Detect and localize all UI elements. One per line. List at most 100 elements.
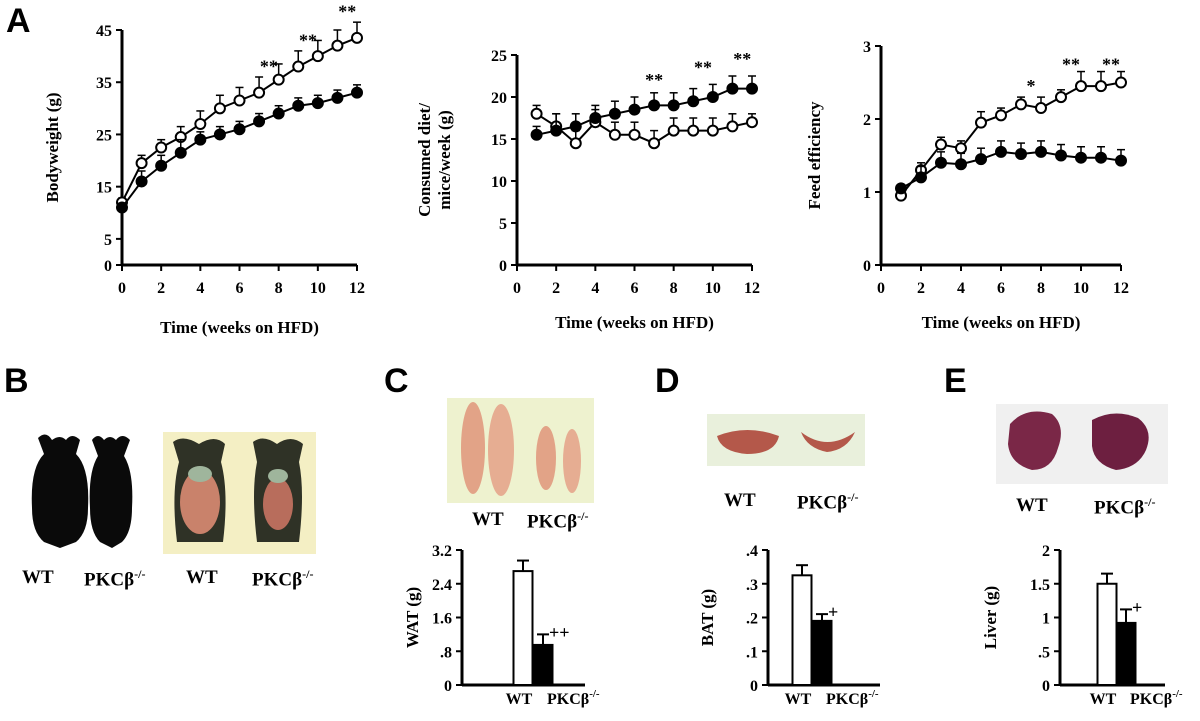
wat-ko-pad-2 <box>563 429 581 493</box>
bodyweight-xtick-label: 6 <box>236 280 244 297</box>
feed_efficiency-point-filled <box>955 158 967 171</box>
liver-y-axis-label: Liver (g) <box>981 586 1000 649</box>
consumed_diet-significance-mark: ** <box>694 58 712 78</box>
feed_efficiency-significance-mark: * <box>1027 76 1036 96</box>
bodyweight-point-open <box>311 50 324 63</box>
liver-category-label: PKCβ-/- <box>1130 688 1183 708</box>
feed_efficiency-series-open-line <box>900 81 1122 197</box>
consumed_diet-point-open <box>706 124 719 137</box>
feed_efficiency-series-filled-line <box>900 150 1122 190</box>
wat-ytick-label: 0 <box>444 678 452 695</box>
liver-ytick-label: 0 <box>1042 678 1050 695</box>
consumed_diet-significance-mark: ** <box>733 49 751 69</box>
bodyweight-point-filled <box>292 99 305 112</box>
bodyweight-series-open-line <box>121 36 358 203</box>
feed_efficiency-point-open <box>995 109 1007 122</box>
feed_efficiency-point-open <box>1075 80 1087 93</box>
consumed_diet-point-open <box>746 116 758 129</box>
consumed_diet-ytick-label: 5 <box>499 216 507 233</box>
feed_efficiency-ytick-label: 0 <box>863 258 871 275</box>
consumed_diet-ytick-label: 25 <box>491 48 507 65</box>
bodyweight-point-filled <box>135 175 148 188</box>
wat-bar-wt <box>512 570 534 686</box>
consumed_diet-series-filled-line <box>536 87 752 136</box>
liver-category-label: WT <box>1090 691 1117 708</box>
bat-ytick-label: .2 <box>746 611 758 628</box>
consumed_diet-point-open <box>608 128 621 141</box>
bat-significance-mark: + <box>828 602 838 622</box>
liver-photo <box>996 404 1168 484</box>
consumed_diet-xtick-label: 2 <box>552 280 560 297</box>
feed_efficiency-xtick-label: 6 <box>997 280 1005 297</box>
feed_efficiency-y-axis-label: Feed efficiency <box>805 101 824 210</box>
bodyweight-xtick-label: 0 <box>118 280 126 297</box>
caption-b-ko-1: PKCβ-/- <box>84 567 146 591</box>
panel-letter-d: D <box>655 362 680 400</box>
wat-significance-mark: ++ <box>549 622 570 642</box>
feed_efficiency-ytick-label: 2 <box>863 112 871 129</box>
feed_efficiency-point-open <box>955 142 967 155</box>
bodyweight-significance-mark: ** <box>260 57 278 77</box>
bat-tissues <box>717 430 855 454</box>
feed_efficiency-point-filled <box>1115 154 1127 167</box>
caption-b-wt-2: WT <box>186 567 218 588</box>
bat-ytick-label: .3 <box>746 577 758 594</box>
mouse-photo-skin <box>0 428 150 553</box>
wat-ytick-label: 2.4 <box>432 577 452 594</box>
bodyweight-point-filled <box>351 86 363 99</box>
caption-c-ko: PKCβ-/- <box>527 509 589 533</box>
ko-fat-pad <box>263 478 293 530</box>
panel-letter-a: A <box>6 2 31 40</box>
bat-bar-ko <box>811 619 833 686</box>
feed_efficiency-xtick-label: 12 <box>1113 280 1129 297</box>
bodyweight-ytick-label: 25 <box>96 127 112 144</box>
consumed_diet-xtick-label: 8 <box>670 280 678 297</box>
bodyweight-xtick-label: 2 <box>157 280 165 297</box>
bodyweight-ytick-label: 0 <box>104 258 112 275</box>
bat-ytick-label: 0 <box>750 678 758 695</box>
consumed_diet-point-filled <box>667 99 680 112</box>
liver-ytick-label: 2 <box>1042 543 1050 560</box>
feed_efficiency-x-axis-label: Time (weeks on HFD) <box>922 313 1081 332</box>
bat-category-label: WT <box>785 691 812 708</box>
wat-ko-pad-1 <box>536 426 556 490</box>
liver-significance-mark: + <box>1132 597 1142 617</box>
wat-ytick-label: .8 <box>440 644 452 661</box>
mouse-ko-silhouette <box>89 436 133 548</box>
bodyweight-y-axis-label: Bodyweight (g) <box>43 92 62 202</box>
consumed_diet-point-filled <box>530 128 543 141</box>
mouse-photo-dissected <box>163 432 316 554</box>
wat-category-label: WT <box>506 691 533 708</box>
bodyweight-xtick-label: 10 <box>310 280 326 297</box>
dissected-mice <box>163 432 316 554</box>
bodyweight-point-filled <box>213 128 226 141</box>
feed_efficiency-ytick-label: 1 <box>863 185 871 202</box>
feed_efficiency-significance-mark: ** <box>1062 54 1080 74</box>
consumed_diet-point-open <box>687 124 700 137</box>
bodyweight-point-filled <box>155 159 168 172</box>
caption-c-wt: WT <box>472 509 504 530</box>
bodyweight-point-open <box>155 141 168 154</box>
feed_efficiency-xtick-label: 0 <box>877 280 885 297</box>
consumed_diet-point-filled <box>726 82 739 95</box>
consumed_diet-point-filled <box>628 103 641 116</box>
bodyweight-point-open <box>351 31 363 44</box>
consumed_diet-point-open <box>667 124 680 137</box>
feed_efficiency-point-open <box>1095 80 1107 93</box>
consumed_diet-point-open <box>726 120 739 133</box>
bodyweight-ytick-label: 5 <box>104 232 112 249</box>
feed_efficiency-point-filled <box>895 182 907 195</box>
wat-y-axis-label: WAT (g) <box>403 587 422 648</box>
bodyweight-ytick-label: 15 <box>96 180 112 197</box>
consumed_diet-xtick-label: 4 <box>591 280 599 297</box>
feed_efficiency-significance-mark: ** <box>1102 54 1120 74</box>
bodyweight-xtick-label: 4 <box>196 280 204 297</box>
bodyweight-point-open <box>253 86 266 99</box>
consumed_diet-point-open <box>569 137 582 150</box>
bodyweight-point-open <box>292 60 305 73</box>
feed_efficiency-point-filled <box>915 171 927 184</box>
consumed_diet-point-filled <box>569 120 582 133</box>
consumed_diet-point-filled <box>648 99 661 112</box>
feed_efficiency-point-open <box>1115 76 1127 89</box>
wat-wt-pad-2 <box>488 404 514 496</box>
